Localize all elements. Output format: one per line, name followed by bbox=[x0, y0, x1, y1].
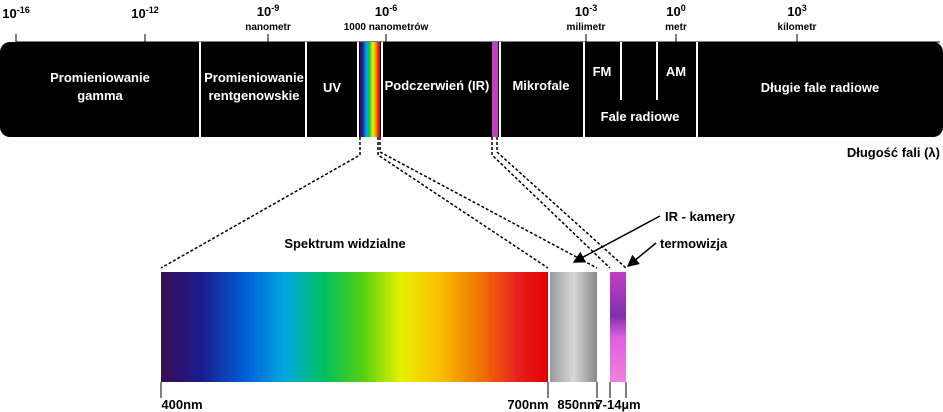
tick-unit: metr bbox=[665, 22, 687, 33]
band-label: FM bbox=[593, 64, 612, 79]
band-label: AM bbox=[666, 64, 686, 79]
thermal-strip bbox=[492, 42, 498, 137]
callout-arrow bbox=[572, 215, 661, 263]
range-ticks bbox=[160, 382, 627, 398]
band-label: Mikrofale bbox=[512, 78, 569, 93]
zoom-lines bbox=[160, 137, 627, 269]
tick-unit: kilometr bbox=[778, 22, 817, 33]
tick-label: 10-16 bbox=[2, 5, 29, 21]
visible-title: Spektrum widzialne bbox=[284, 236, 405, 251]
thermal-range bbox=[610, 272, 626, 382]
band-label: gamma bbox=[77, 88, 123, 103]
callout-arrow bbox=[626, 242, 657, 267]
range-label: 7-14µm bbox=[595, 397, 640, 412]
tick-label: 10-3 bbox=[575, 3, 597, 19]
spectrum-band bbox=[0, 42, 943, 137]
tick-unit: nanometr bbox=[245, 22, 291, 33]
band-dividers bbox=[199, 42, 698, 137]
tick-label: 10-6 bbox=[375, 3, 397, 19]
range-label: 700nm bbox=[507, 397, 548, 412]
tick-label: 103 bbox=[787, 3, 806, 19]
band-label: Promieniowanie bbox=[204, 70, 304, 85]
visible-spectrum bbox=[161, 272, 548, 382]
callout: IR - kamery bbox=[665, 209, 736, 224]
scale-ticks bbox=[15, 34, 798, 42]
band-label: Długie fale radiowe bbox=[761, 80, 879, 95]
callout: termowizja bbox=[660, 236, 728, 251]
range-label: 850nm bbox=[557, 397, 598, 412]
tick-label: 100 bbox=[666, 3, 685, 19]
band-label: Podczerwień (IR) bbox=[385, 78, 490, 93]
tick-label: 10-12 bbox=[131, 5, 158, 21]
band-label: UV bbox=[323, 80, 341, 95]
band-label: Fale radiowe bbox=[601, 109, 680, 124]
band-label: rentgenowskie bbox=[208, 88, 299, 103]
visible-strip bbox=[360, 42, 380, 137]
tick-label: 10-9 bbox=[257, 3, 279, 19]
axis-label: Długość fali (λ) bbox=[847, 145, 940, 160]
tick-unit: 1000 nanometrów bbox=[344, 22, 429, 33]
band-label: Promieniowanie bbox=[50, 70, 150, 85]
tick-unit: milimetr bbox=[567, 22, 606, 33]
range-label: 400nm bbox=[161, 397, 202, 412]
ir-camera-range bbox=[550, 272, 597, 382]
